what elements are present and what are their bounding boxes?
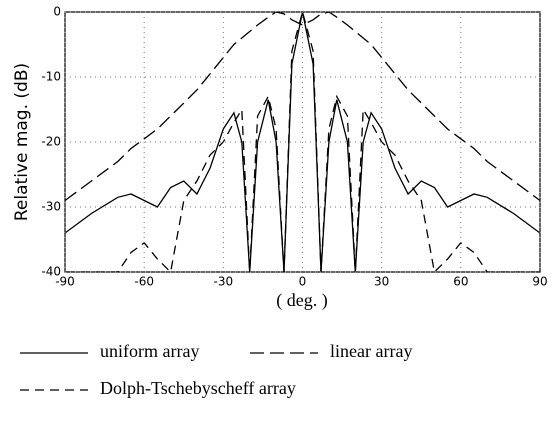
series-group	[65, 12, 540, 272]
y-tick-label: -40	[41, 265, 61, 279]
x-tick-label: 90	[532, 275, 547, 289]
y-axis-label: Relative mag. (dB)	[12, 63, 32, 221]
x-tick-label: -90	[55, 275, 75, 289]
legend-label: uniform array	[100, 341, 199, 361]
y-tick-label: 0	[53, 5, 61, 19]
x-axis-label: ( deg. )	[276, 290, 327, 311]
y-tick-label: -30	[41, 200, 61, 214]
legend-label: linear array	[330, 341, 412, 361]
series-line	[65, 12, 540, 272]
x-tick-label: 0	[299, 275, 307, 289]
x-tick-label: -30	[214, 275, 234, 289]
y-tick-label: -10	[41, 70, 61, 84]
series-line	[65, 12, 540, 272]
x-tick-label: -60	[134, 275, 154, 289]
legend-label: Dolph-Tschebyscheff array	[100, 378, 296, 398]
series-line	[65, 12, 540, 202]
x-tick-label: 30	[374, 275, 389, 289]
x-tick-label: 60	[453, 275, 468, 289]
y-tick-label: -20	[41, 135, 61, 149]
